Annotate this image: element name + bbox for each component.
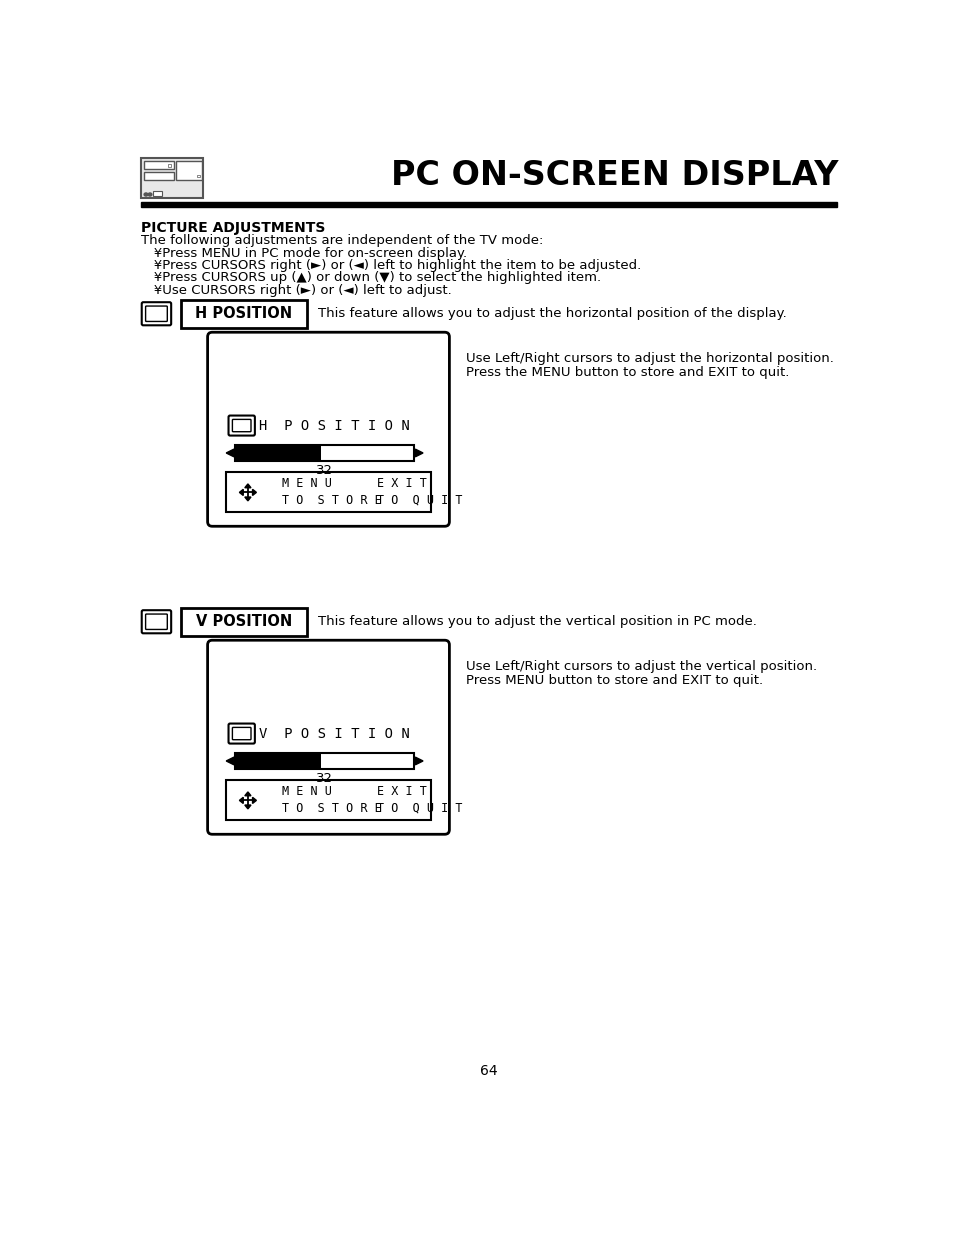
FancyBboxPatch shape xyxy=(208,332,449,526)
Text: This feature allows you to adjust the vertical position in PC mode.: This feature allows you to adjust the ve… xyxy=(318,615,757,629)
Text: ¥Press CURSORS up (▲) or down (▼) to select the highlighted item.: ¥Press CURSORS up (▲) or down (▼) to sel… xyxy=(141,272,600,284)
Bar xyxy=(181,300,307,327)
Text: E X I T: E X I T xyxy=(377,785,427,798)
Text: ¥Use CURSORS right (►) or (◄) left to adjust.: ¥Use CURSORS right (►) or (◄) left to ad… xyxy=(141,284,451,296)
Text: M E N U: M E N U xyxy=(282,477,332,490)
Text: M E N U: M E N U xyxy=(282,785,332,798)
Bar xyxy=(235,753,414,768)
Text: T O  Q U I T: T O Q U I T xyxy=(377,494,462,506)
Polygon shape xyxy=(245,805,251,809)
Bar xyxy=(176,162,202,180)
FancyBboxPatch shape xyxy=(233,420,251,432)
Bar xyxy=(226,472,431,513)
Bar xyxy=(168,163,172,167)
Polygon shape xyxy=(239,798,243,804)
Text: V POSITION: V POSITION xyxy=(195,614,292,630)
FancyBboxPatch shape xyxy=(142,610,171,634)
Bar xyxy=(235,753,321,768)
Polygon shape xyxy=(226,757,233,764)
Text: Press MENU button to store and EXIT to quit.: Press MENU button to store and EXIT to q… xyxy=(466,674,762,687)
Text: 32: 32 xyxy=(315,464,333,477)
Bar xyxy=(141,158,203,199)
Text: 64: 64 xyxy=(479,1063,497,1078)
Text: T O  S T O R E: T O S T O R E xyxy=(282,494,381,506)
FancyBboxPatch shape xyxy=(146,306,167,321)
FancyBboxPatch shape xyxy=(229,724,254,743)
Text: ¥Press MENU in PC mode for on-screen display.: ¥Press MENU in PC mode for on-screen dis… xyxy=(141,247,467,259)
Text: ¥Press CURSORS right (►) or (◄) left to highlight the item to be adjusted.: ¥Press CURSORS right (►) or (◄) left to … xyxy=(141,259,640,272)
Bar xyxy=(196,175,199,178)
Bar xyxy=(235,446,414,461)
Polygon shape xyxy=(245,792,251,795)
Polygon shape xyxy=(239,489,243,495)
Polygon shape xyxy=(253,798,256,804)
Text: T O  S T O R E: T O S T O R E xyxy=(282,802,381,815)
Polygon shape xyxy=(415,757,422,764)
Bar xyxy=(235,446,321,461)
FancyBboxPatch shape xyxy=(233,727,251,740)
Text: Use Left/Right cursors to adjust the vertical position.: Use Left/Right cursors to adjust the ver… xyxy=(466,661,817,673)
Bar xyxy=(144,162,173,169)
FancyBboxPatch shape xyxy=(229,415,254,436)
Text: V  P O S I T I O N: V P O S I T I O N xyxy=(258,726,409,741)
Bar xyxy=(181,608,307,636)
Text: PICTURE ADJUSTMENTS: PICTURE ADJUSTMENTS xyxy=(141,221,325,236)
Polygon shape xyxy=(226,450,233,457)
Polygon shape xyxy=(415,450,422,457)
Text: Press the MENU button to store and EXIT to quit.: Press the MENU button to store and EXIT … xyxy=(466,366,789,379)
Bar xyxy=(226,781,431,820)
Text: Use Left/Right cursors to adjust the horizontal position.: Use Left/Right cursors to adjust the hor… xyxy=(466,352,834,366)
Text: The following adjustments are independent of the TV mode:: The following adjustments are independen… xyxy=(141,235,543,247)
Text: H POSITION: H POSITION xyxy=(195,306,293,321)
FancyBboxPatch shape xyxy=(142,303,171,325)
Bar xyxy=(141,203,836,207)
Text: E X I T: E X I T xyxy=(377,477,427,490)
Bar xyxy=(144,172,173,180)
Polygon shape xyxy=(245,484,251,488)
FancyBboxPatch shape xyxy=(208,640,449,835)
Text: T O  Q U I T: T O Q U I T xyxy=(377,802,462,815)
Polygon shape xyxy=(245,496,251,501)
Polygon shape xyxy=(253,489,256,495)
Text: This feature allows you to adjust the horizontal position of the display.: This feature allows you to adjust the ho… xyxy=(318,308,786,320)
FancyBboxPatch shape xyxy=(146,614,167,630)
Text: 32: 32 xyxy=(315,772,333,784)
Bar xyxy=(152,190,162,196)
Text: PC ON-SCREEN DISPLAY: PC ON-SCREEN DISPLAY xyxy=(391,158,838,191)
Text: H  P O S I T I O N: H P O S I T I O N xyxy=(258,419,409,432)
